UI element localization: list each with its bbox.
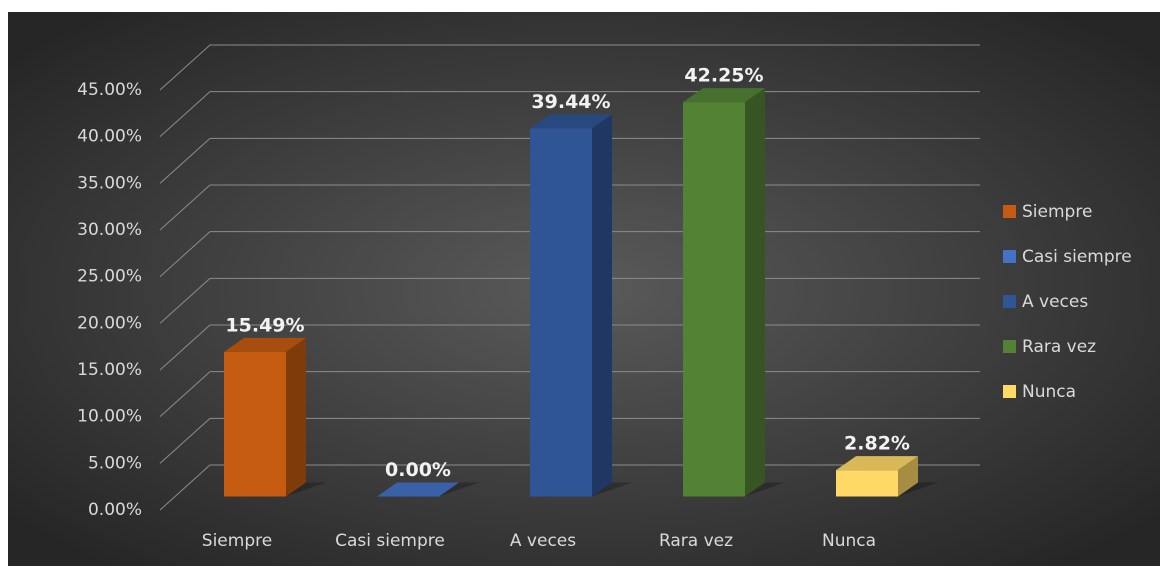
data-label: 42.25% xyxy=(684,65,763,87)
bar-top xyxy=(836,456,918,471)
y-tick-label: 10.00% xyxy=(77,407,142,427)
x-tick-label: Siempre xyxy=(202,531,272,551)
legend-label: Rara vez xyxy=(1022,337,1096,357)
bar xyxy=(836,470,898,497)
x-tick-label: Rara vez xyxy=(659,531,733,551)
bar-top xyxy=(377,482,459,497)
legend-label: Casi siempre xyxy=(1022,247,1132,267)
legend-swatch xyxy=(1003,205,1016,218)
y-tick-label: 40.00% xyxy=(77,127,142,147)
y-tick-label: 5.00% xyxy=(88,453,142,473)
bar-side xyxy=(745,88,765,497)
bar-side xyxy=(286,337,306,497)
data-label: 39.44% xyxy=(531,91,610,113)
legend-swatch xyxy=(1003,295,1016,308)
bar-side xyxy=(898,456,918,497)
data-label: 2.82% xyxy=(844,433,910,455)
bar-top xyxy=(683,88,765,103)
y-tick-label: 45.00% xyxy=(77,80,142,100)
x-tick-label: Nunca xyxy=(822,531,876,551)
legend-label: A veces xyxy=(1022,292,1088,312)
x-tick-label: Casi siempre xyxy=(335,531,445,551)
y-tick-label: 20.00% xyxy=(77,313,142,333)
legend-label: Siempre xyxy=(1022,202,1092,222)
y-tick-label: 30.00% xyxy=(77,220,142,240)
legend-swatch xyxy=(1003,250,1016,263)
y-tick-label: 0.00% xyxy=(88,500,142,520)
data-label: 15.49% xyxy=(225,314,304,336)
bar xyxy=(683,102,745,497)
y-tick-label: 25.00% xyxy=(77,267,142,287)
x-tick-label: A veces xyxy=(510,531,576,551)
grid-line xyxy=(159,44,980,91)
y-tick-label: 35.00% xyxy=(77,173,142,193)
bar xyxy=(530,128,592,497)
legend-swatch xyxy=(1003,340,1016,353)
bar-top xyxy=(530,114,612,129)
bar-top xyxy=(224,337,306,352)
bar-side xyxy=(592,114,612,497)
legend-swatch xyxy=(1003,385,1016,398)
legend-label: Nunca xyxy=(1022,382,1076,402)
y-tick-label: 15.00% xyxy=(77,360,142,380)
data-label: 0.00% xyxy=(385,459,451,481)
bar xyxy=(224,351,286,497)
